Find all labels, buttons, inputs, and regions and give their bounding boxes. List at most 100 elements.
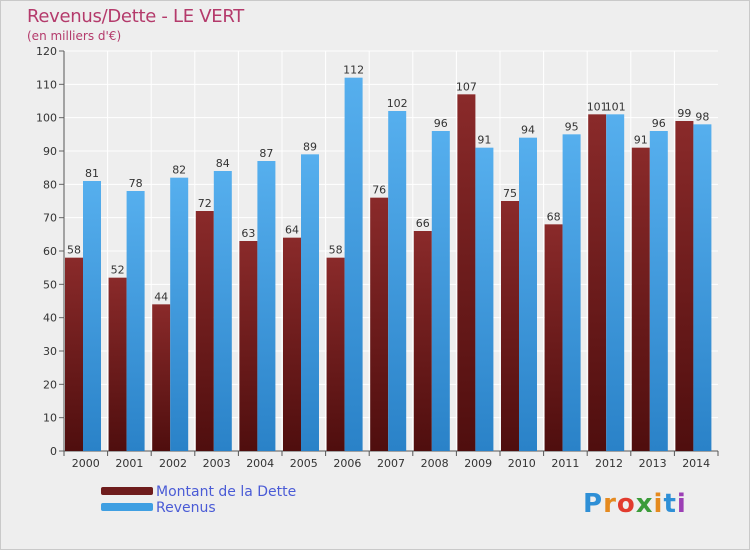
- legend-label-debt: Montant de la Dette: [156, 484, 297, 500]
- data-label-debt-2009: 107: [456, 80, 477, 93]
- data-label-debt-2001: 52: [111, 264, 125, 277]
- logo-letter: P: [583, 489, 604, 519]
- x-tick-label: 2008: [421, 457, 449, 470]
- x-tick-label: 2001: [115, 457, 143, 470]
- data-label-revenus-2008: 96: [434, 117, 448, 130]
- data-label-revenus-2004: 87: [259, 147, 273, 160]
- data-label-debt-2010: 75: [503, 187, 517, 200]
- y-tick-label: 60: [43, 245, 57, 258]
- x-tick-label: 2006: [333, 457, 361, 470]
- data-label-debt-2005: 64: [285, 224, 299, 237]
- bar-debt-2001: [108, 277, 127, 451]
- data-label-revenus-2003: 84: [216, 157, 230, 170]
- x-tick-label: 2011: [551, 457, 579, 470]
- bar-revenus-2002: [170, 177, 189, 451]
- y-tick-label: 120: [36, 45, 57, 58]
- y-tick-label: 30: [43, 345, 57, 358]
- data-label-revenus-2009: 91: [477, 134, 491, 147]
- y-tick-label: 70: [43, 212, 57, 225]
- bar-revenus-2008: [431, 131, 450, 451]
- x-tick-label: 2005: [290, 457, 318, 470]
- data-label-revenus-2006: 112: [343, 64, 364, 77]
- bar-debt-2002: [152, 304, 171, 451]
- y-tick-label: 50: [43, 278, 57, 291]
- logo-letter: r: [603, 489, 617, 519]
- data-label-debt-2007: 76: [372, 184, 386, 197]
- bar-revenus-2005: [301, 154, 319, 452]
- bar-debt-2005: [283, 237, 301, 451]
- bar-debt-2011: [544, 224, 563, 451]
- chart-title: Revenus/Dette - LE VERT: [27, 6, 244, 27]
- bar-debt-2012: [588, 114, 607, 451]
- x-tick-label: 2007: [377, 457, 405, 470]
- data-label-debt-2003: 72: [198, 197, 212, 210]
- chart-subtitle: (en milliers d'€): [27, 29, 122, 43]
- y-tick-label: 0: [50, 445, 57, 458]
- data-label-debt-2000: 58: [67, 244, 81, 257]
- bar-debt-2008: [413, 231, 432, 451]
- logo-letter: i: [653, 489, 664, 519]
- bar-revenus-2010: [519, 137, 537, 451]
- x-tick-label: 2013: [639, 457, 667, 470]
- logo-letter: i: [676, 489, 687, 519]
- data-label-revenus-2011: 95: [565, 120, 579, 133]
- data-label-debt-2004: 63: [241, 227, 255, 240]
- y-tick-label: 10: [43, 412, 57, 425]
- y-tick-label: 80: [43, 178, 57, 191]
- y-tick-label: 40: [43, 312, 57, 325]
- data-label-debt-2011: 68: [547, 210, 561, 223]
- data-label-revenus-2000: 81: [85, 167, 99, 180]
- data-label-debt-2013: 91: [634, 134, 648, 147]
- bar-revenus-2006: [344, 77, 363, 452]
- data-label-revenus-2001: 78: [129, 177, 143, 190]
- bar-debt-2014: [675, 121, 694, 451]
- bar-revenus-2009: [475, 147, 494, 451]
- logo-letter: t: [663, 489, 677, 519]
- legend-label-revenus: Revenus: [156, 500, 216, 516]
- data-label-revenus-2012: 101: [605, 100, 626, 113]
- data-label-revenus-2007: 102: [387, 97, 408, 110]
- bar-debt-2007: [370, 197, 389, 451]
- bar-revenus-2003: [213, 171, 232, 451]
- x-tick-label: 2003: [203, 457, 231, 470]
- x-tick-label: 2002: [159, 457, 187, 470]
- bar-revenus-2004: [257, 161, 276, 451]
- y-tick-label: 90: [43, 145, 57, 158]
- data-label-revenus-2014: 98: [695, 110, 709, 123]
- bar-revenus-2014: [693, 124, 712, 451]
- x-tick-label: 2000: [72, 457, 100, 470]
- bar-revenus-2013: [649, 131, 668, 451]
- y-tick-label: 20: [43, 378, 57, 391]
- legend-swatch-revenus: [101, 503, 153, 511]
- logo-letter: o: [616, 489, 636, 519]
- data-label-debt-2008: 66: [416, 217, 430, 230]
- bar-revenus-2000: [83, 181, 101, 451]
- x-tick-label: 2012: [595, 457, 623, 470]
- bar-debt-2004: [239, 241, 258, 451]
- bar-revenus-2001: [126, 191, 145, 451]
- data-label-revenus-2005: 89: [303, 140, 317, 153]
- x-tick-label: 2010: [508, 457, 536, 470]
- bar-debt-2003: [195, 211, 214, 451]
- y-tick-label: 110: [36, 78, 57, 91]
- data-label-revenus-2002: 82: [172, 164, 186, 177]
- bar-revenus-2011: [562, 134, 581, 452]
- y-tick-label: 100: [36, 112, 57, 125]
- bar-debt-2009: [457, 94, 476, 451]
- bar-debt-2013: [631, 147, 650, 451]
- data-label-revenus-2010: 94: [521, 124, 535, 137]
- x-tick-label: 2009: [464, 457, 492, 470]
- data-label-debt-2006: 58: [329, 244, 343, 257]
- x-tick-label: 2004: [246, 457, 274, 470]
- logo-letter: x: [635, 489, 654, 519]
- proxiti-logo: Proxiti: [583, 489, 687, 519]
- data-label-debt-2012: 101: [587, 100, 608, 113]
- data-label-debt-2002: 44: [154, 290, 168, 303]
- data-label-debt-2014: 99: [677, 107, 691, 120]
- bar-revenus-2012: [606, 114, 625, 451]
- data-label-revenus-2013: 96: [652, 117, 666, 130]
- bar-revenus-2007: [388, 111, 407, 451]
- bar-debt-2000: [65, 257, 83, 451]
